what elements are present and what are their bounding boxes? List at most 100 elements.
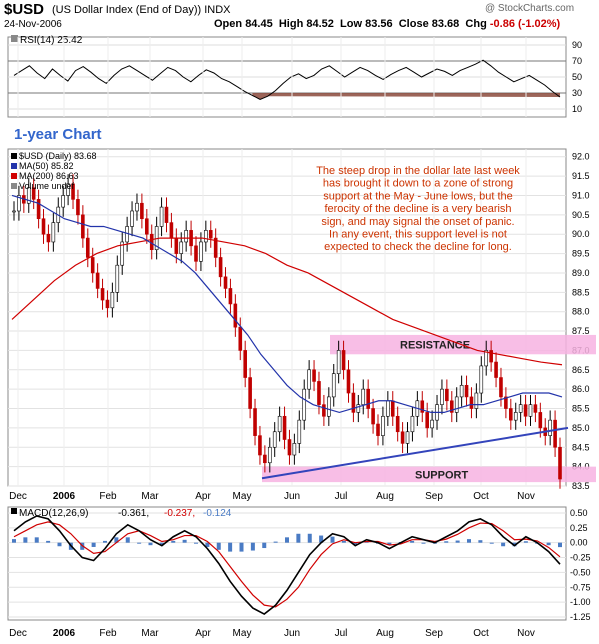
price-x-label: Nov [517, 491, 535, 502]
price-candle [90, 257, 95, 274]
support-band [262, 466, 596, 483]
ma200-line [11, 237, 563, 366]
price-candle [36, 199, 41, 220]
price-tick-label: 89.5 [572, 249, 590, 259]
price-candle [317, 381, 321, 405]
low-value: 83.56 [365, 18, 393, 30]
price-candle [61, 195, 65, 208]
price-candle [395, 415, 400, 433]
price-candle [518, 404, 523, 413]
price-candle [454, 396, 459, 413]
macd-histogram-bar [34, 537, 39, 543]
price-candle [523, 404, 528, 417]
macd-histogram-bar [467, 539, 471, 543]
price-tick-label: 83.5 [572, 481, 590, 491]
macd-x-label: Feb [99, 628, 117, 639]
price-candle [263, 454, 267, 464]
annotation-line: The steep drop in the dollar late last w… [316, 165, 520, 177]
high-label: High [278, 18, 304, 30]
macd-histogram-bar [523, 541, 528, 543]
price-candle [66, 183, 70, 196]
macd-x-label: Sep [425, 628, 443, 639]
price-x-label: Dec [9, 491, 27, 502]
price-candle [115, 264, 120, 293]
price-candle [81, 214, 85, 239]
stockcharts-logo: @ StockCharts.com [485, 3, 575, 14]
price-candle [341, 350, 346, 371]
price-tick-label: 88.0 [572, 307, 590, 317]
macd-tick-label: 0.50 [570, 508, 588, 518]
open-value: 84.45 [245, 18, 273, 30]
price-candle [499, 377, 503, 398]
price-candle [135, 202, 139, 212]
price-candle [71, 183, 75, 200]
macd-histogram-bar [137, 542, 142, 544]
macd-line [13, 515, 561, 616]
price-candle [233, 303, 238, 328]
price-candle [95, 272, 100, 289]
price-candle [425, 412, 429, 429]
price-candle [292, 443, 297, 456]
ma50-line [11, 194, 563, 414]
price-candle [371, 408, 375, 425]
macd-histogram-bar [489, 542, 494, 544]
price-tick-label: 85.0 [572, 423, 590, 433]
price-candle [110, 292, 115, 309]
chart-header: $USD (US Dollar Index (End of Day)) INDX… [0, 0, 599, 34]
macd-histogram-bar [455, 540, 460, 543]
price-candle [484, 350, 489, 367]
rsi-tick-label: 30 [572, 88, 582, 98]
price-candle [149, 233, 154, 251]
macd-histogram-bar [262, 542, 267, 549]
price-candle [184, 230, 188, 243]
price-candle [322, 404, 326, 417]
price-candle [366, 388, 370, 409]
price-candle [533, 404, 538, 413]
price-candle [430, 419, 434, 429]
macd-tick-label: 0.00 [570, 538, 588, 548]
price-tick-label: 91.5 [572, 171, 590, 181]
price-candle [26, 187, 31, 204]
price-candle [346, 369, 351, 394]
price-tick-label: 92.0 [572, 152, 590, 162]
macd-signal-line [13, 521, 561, 608]
price-candle [51, 222, 56, 243]
rsi-line [13, 59, 561, 100]
price-candle [248, 377, 252, 409]
price-candle [287, 439, 292, 456]
annotation-line: support at the May - June lows, but the [323, 190, 513, 202]
macd-histogram-bar [296, 533, 301, 543]
price-candle [528, 404, 533, 417]
macd-tick-label: -1.00 [570, 597, 591, 607]
symbol-description: (US Dollar Index (End of Day)) INDX [52, 4, 231, 16]
price-candle [327, 396, 331, 417]
price-candle [405, 431, 410, 444]
price-candle [420, 400, 425, 413]
macd-histogram-bar [546, 542, 551, 546]
price-tick-label: 91.0 [572, 190, 590, 200]
price-candle [258, 435, 262, 456]
price-candle [297, 419, 302, 444]
rsi-tick-label: 70 [572, 56, 582, 66]
price-x-label: Mar [141, 491, 159, 502]
price-candle [513, 412, 518, 421]
price-candle [553, 419, 557, 448]
macd-x-label: 2006 [53, 628, 76, 639]
price-candle [390, 400, 395, 417]
price-candle [169, 222, 174, 239]
high-value: 84.52 [306, 18, 334, 30]
annotation-line: expected to check the decline for long. [324, 241, 512, 253]
macd-histogram-bar [91, 542, 96, 547]
price-candle [228, 288, 233, 305]
price-x-label: Sep [425, 491, 443, 502]
macd-histogram-bar [319, 535, 324, 543]
price-candle [253, 408, 257, 436]
support-label: SUPPORT [415, 469, 468, 481]
macd-histogram-bar [194, 542, 198, 544]
price-legend-item: $USD (Daily) 83.68 [19, 151, 97, 161]
price-x-label: May [233, 491, 252, 502]
macd-histogram-bar [23, 537, 28, 543]
price-candle [46, 233, 51, 243]
price-candle [140, 202, 144, 220]
